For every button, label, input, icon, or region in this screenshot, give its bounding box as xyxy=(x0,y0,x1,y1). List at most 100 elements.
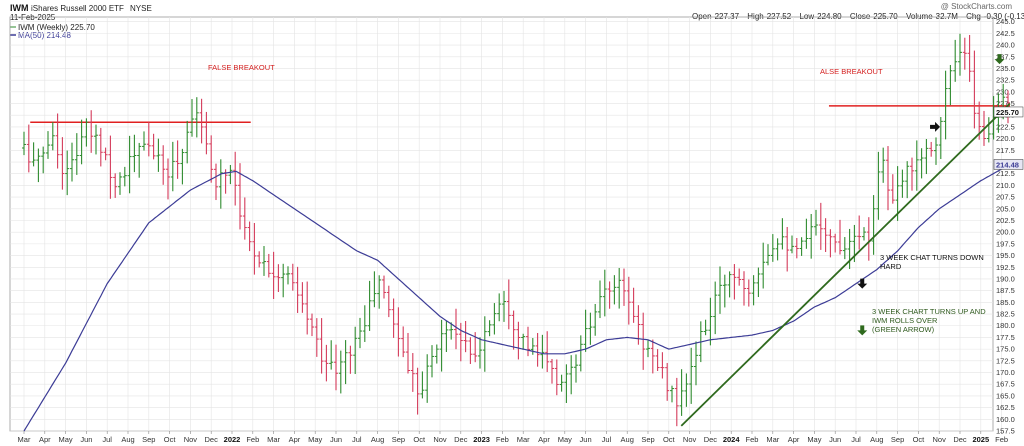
ohlc-bar xyxy=(694,341,698,386)
ohlc-bar xyxy=(823,218,828,252)
ohlc-bar xyxy=(233,151,238,206)
y-tick-label: 207.5 xyxy=(996,193,1015,202)
ohlc-bar xyxy=(526,326,530,357)
ohlc-bar xyxy=(94,124,98,155)
ohlc-bar xyxy=(391,298,396,338)
ohlc-bar xyxy=(22,131,26,156)
ohlc-bar xyxy=(156,138,161,172)
y-axis: 157.5 160.0 162.5 165.0 167.5 170.0 172.5 175.0… xyxy=(996,17,1015,435)
ohlc-bar xyxy=(780,218,785,250)
ohlc-bar xyxy=(948,64,953,106)
x-tick-label: Aug xyxy=(371,435,384,444)
ohlc-bar xyxy=(482,316,487,372)
y-tick-label: 217.5 xyxy=(996,146,1015,155)
x-tick-label: Sep xyxy=(392,435,405,444)
x-tick-label: Feb xyxy=(995,435,1008,444)
ohlc-bar xyxy=(713,281,718,335)
ohlc-bar xyxy=(204,111,209,155)
ohlc-bar xyxy=(876,151,881,220)
note-up-line3: (GREEN ARROW) xyxy=(872,325,935,334)
last-price-badge-box xyxy=(993,106,1024,118)
legend-price: IWM (Weekly) 225.70 xyxy=(18,23,95,32)
ohlc-bar xyxy=(569,355,574,395)
ohlc-bar xyxy=(770,234,775,262)
ohlc-bar xyxy=(194,97,199,138)
ohlc-bar xyxy=(137,142,142,178)
ohlc-bar xyxy=(833,233,838,253)
right-arrow-icon xyxy=(930,121,941,132)
x-tick-label: Feb xyxy=(496,435,509,444)
ohlc-bar xyxy=(415,367,420,415)
ohlc-bar xyxy=(449,322,454,340)
ohlc-bar xyxy=(871,195,876,255)
ohlc-bar xyxy=(559,374,564,392)
ohlc-bar xyxy=(295,266,300,313)
y-tick-label: 182.5 xyxy=(996,310,1015,319)
ohlc-bar xyxy=(228,164,233,185)
ohlc-bar xyxy=(175,140,180,179)
ohlc-bar xyxy=(492,303,497,335)
grid xyxy=(10,17,1002,432)
ohlc-bar xyxy=(910,157,914,191)
y-tick-label: 237.5 xyxy=(996,52,1015,61)
x-axis: Mar Apr May Jun Jul Aug Sep Oct Nov Dec 2022 Feb Mar… xyxy=(18,431,1008,444)
ohlc-bar xyxy=(463,321,468,353)
ohlc-bar xyxy=(934,137,938,165)
ohlc-bar xyxy=(142,131,146,151)
ohlc-bar xyxy=(972,50,977,129)
y-tick-label: 180.0 xyxy=(996,321,1015,330)
x-tick-label: May xyxy=(558,435,572,444)
ohlc-bar xyxy=(199,98,204,144)
x-tick-label: May xyxy=(807,435,821,444)
ohlc-bar xyxy=(127,135,132,194)
ohlc-bar xyxy=(430,345,434,378)
ohlc-bar xyxy=(886,146,890,211)
ohlc-bar xyxy=(276,264,281,292)
x-tick-label: Dec xyxy=(205,435,219,444)
ohlc-bar xyxy=(742,271,746,306)
ohlc-bar xyxy=(578,335,583,372)
ohlc-bar xyxy=(314,318,319,357)
ohlc-bar xyxy=(967,34,972,82)
ohlc-bar xyxy=(905,161,910,199)
y-tick-label: 205.0 xyxy=(996,204,1015,213)
ohlc-bar xyxy=(593,303,598,336)
ohlc-bar xyxy=(84,118,89,147)
ohlc-bar xyxy=(103,147,108,161)
ohlc-bar xyxy=(718,266,722,314)
ohlc-bar xyxy=(209,135,214,183)
ohlc-bar xyxy=(79,119,84,165)
ohlc-bar xyxy=(809,214,814,259)
ohlc-bar xyxy=(334,344,338,391)
chart-date: 11-Feb-2025 xyxy=(10,13,56,22)
ohlc-bar xyxy=(554,359,559,396)
ohlc-bar xyxy=(794,237,799,259)
ma50-line xyxy=(23,163,1011,432)
x-tick-label: Dec xyxy=(704,435,718,444)
ohlc-bar xyxy=(36,148,41,183)
overlay-lines xyxy=(30,105,1010,124)
ohlc-bar xyxy=(151,133,156,160)
ohlc-bar xyxy=(382,275,386,299)
note-up-line2: IWM ROLLS OVER xyxy=(872,316,938,325)
ma-value-badge: 214.48 xyxy=(996,160,1019,169)
y-tick-label: 172.5 xyxy=(996,356,1015,365)
y-tick-label: 230.0 xyxy=(996,87,1015,96)
moving-average xyxy=(23,163,1011,432)
ohlc-bar xyxy=(118,172,122,195)
ohlc-bar xyxy=(540,334,545,369)
ohlc-bar xyxy=(838,219,842,255)
x-tick-label: Jun xyxy=(580,435,592,444)
ohlc-bar xyxy=(641,312,646,370)
ohlc-bar xyxy=(689,347,694,404)
ohlc-bar xyxy=(602,269,607,317)
price-badges: 225.70 214.48 xyxy=(993,106,1024,170)
ohlc-bar xyxy=(574,354,578,383)
x-tick-label: Jul xyxy=(602,435,612,444)
x-tick-label: Feb xyxy=(246,435,259,444)
ohlc-bar xyxy=(262,246,266,276)
ohlc-bar xyxy=(454,308,458,350)
y-tick-label: 200.0 xyxy=(996,228,1015,237)
ohlc-bar xyxy=(425,354,430,403)
y-tick-label: 242.5 xyxy=(996,29,1015,38)
